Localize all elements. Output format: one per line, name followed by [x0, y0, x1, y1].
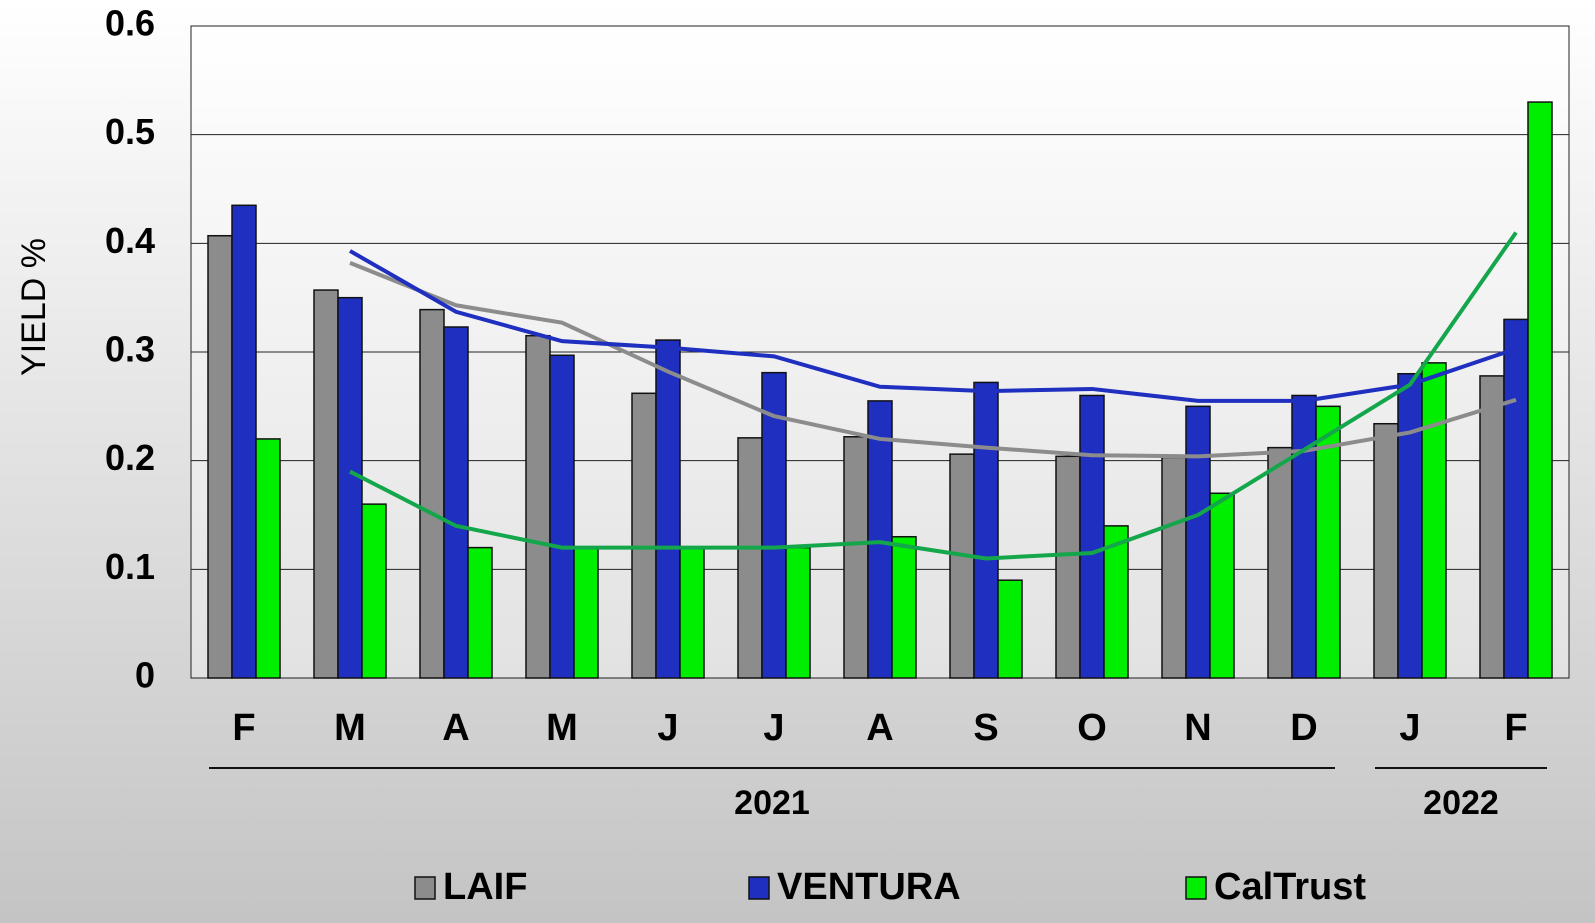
bar	[737, 437, 763, 679]
x-tick-label: D	[1290, 707, 1317, 749]
x-tick-label: A	[866, 707, 893, 749]
x-tick-label: N	[1184, 707, 1211, 749]
x-tick-label: J	[657, 707, 678, 749]
bar	[1527, 101, 1553, 679]
bar	[573, 546, 599, 679]
bar	[679, 546, 705, 679]
bar	[1185, 405, 1211, 679]
bar	[549, 354, 575, 679]
bar	[1373, 422, 1399, 679]
bar	[1397, 372, 1423, 679]
y-tick-label: 0.4	[105, 220, 155, 261]
bar	[1503, 318, 1529, 679]
bar	[525, 334, 551, 679]
bar	[1161, 456, 1187, 679]
y-tick-label: 0.1	[105, 546, 155, 587]
legend-label: VENTURA	[777, 866, 961, 908]
x-tick-label: F	[232, 707, 255, 749]
bar	[207, 234, 233, 679]
bar	[361, 503, 387, 679]
trend-line	[349, 249, 1517, 403]
bar	[761, 371, 787, 679]
bar	[313, 289, 339, 679]
y-tick-label: 0.5	[105, 111, 155, 152]
bar	[1209, 492, 1235, 679]
bar	[949, 453, 975, 679]
bar	[891, 535, 917, 679]
bar	[419, 308, 445, 679]
legend-label: LAIF	[443, 866, 527, 908]
bar	[997, 579, 1023, 679]
y-tick-label: 0	[135, 655, 155, 696]
y-tick-label: 0.3	[105, 329, 155, 370]
bar	[973, 381, 999, 679]
bar	[1421, 362, 1447, 679]
group-label: 2021	[734, 784, 810, 822]
group-label: 2022	[1423, 784, 1499, 822]
bar	[1055, 455, 1081, 679]
y-axis-label: YIELD %	[15, 238, 53, 376]
x-tick-label: J	[763, 707, 784, 749]
bar	[785, 546, 811, 679]
legend-label: CalTrust	[1214, 866, 1366, 908]
bar	[1103, 525, 1129, 679]
legend-swatch	[748, 876, 770, 900]
bar	[655, 339, 681, 679]
x-tick-label: M	[546, 707, 578, 749]
bar	[1315, 405, 1341, 679]
bar	[467, 546, 493, 679]
x-tick-label: S	[973, 707, 998, 749]
bar	[443, 326, 469, 679]
x-tick-label: A	[442, 707, 469, 749]
x-tick-label: F	[1504, 707, 1527, 749]
bar	[631, 392, 657, 679]
x-tick-label: J	[1399, 707, 1420, 749]
trend-line	[349, 231, 1518, 561]
bar	[1479, 375, 1505, 679]
bar	[843, 436, 869, 679]
x-tick-label: O	[1077, 707, 1107, 749]
bar	[867, 400, 893, 679]
bar	[255, 438, 281, 679]
x-tick-label: M	[334, 707, 366, 749]
bar	[337, 296, 363, 679]
bar	[231, 204, 257, 679]
legend-swatch	[1185, 876, 1207, 900]
y-tick-label: 0.6	[105, 3, 155, 44]
bar	[1291, 394, 1317, 679]
bar	[1267, 446, 1293, 679]
trend-line	[349, 261, 1517, 459]
legend-swatch	[414, 876, 436, 900]
y-tick-label: 0.2	[105, 437, 155, 478]
bar	[1079, 394, 1105, 679]
